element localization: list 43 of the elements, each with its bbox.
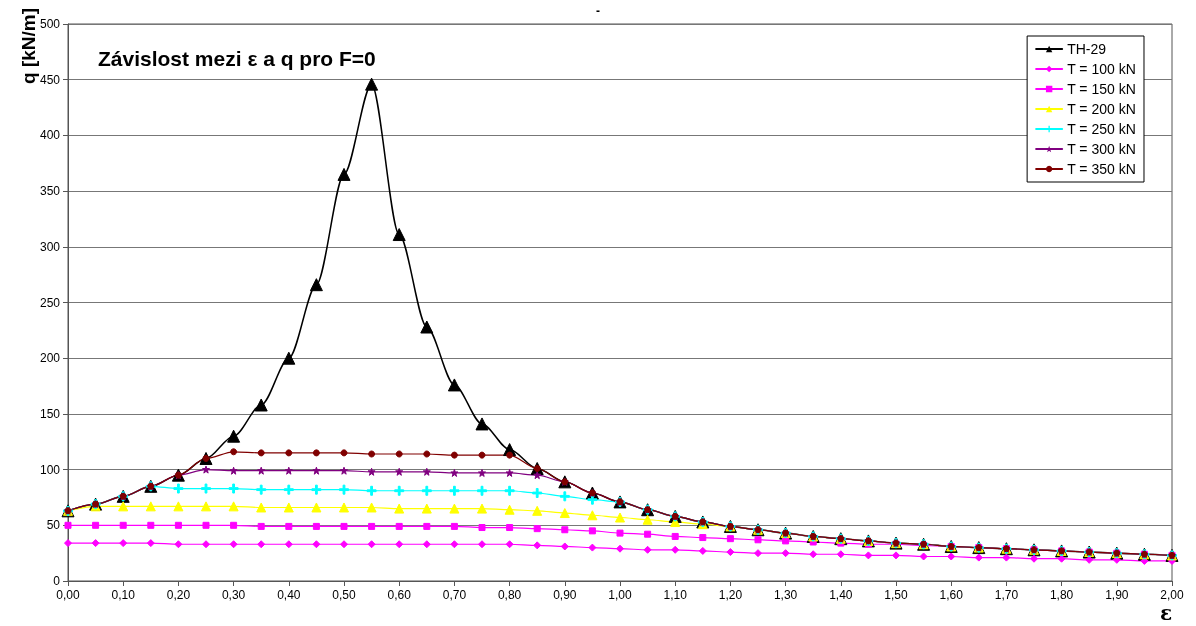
x-tick-label: 0,10 [111,588,136,602]
x-tick-label: 0,70 [442,588,467,602]
legend-label: T = 100 kN [1067,61,1136,77]
x-tick-label: 0,20 [166,588,191,602]
x-tick-label: 0,40 [277,588,301,602]
x-tick-label: 0,80 [497,588,522,602]
y-tick-label: 400 [39,128,61,143]
legend-label: TH-29 [1067,41,1107,57]
x-tick-label: 1,20 [718,588,743,602]
x-tick-label: 0,90 [553,588,577,602]
y-tick-label: 150 [39,406,61,421]
x-tick-label: 1,50 [884,588,908,602]
y-tick-label: 350 [39,184,61,199]
legend-label: T = 350 kN [1067,161,1136,177]
x-tick-label: 1,90 [1105,588,1129,602]
x-tick-label: 1,60 [939,588,964,602]
y-tick-label: 50 [46,518,61,533]
x-tick-label: 1,00 [608,588,632,602]
x-axis-title: ε [1160,601,1173,625]
legend-label: T = 250 kN [1067,121,1136,137]
legend-label: T = 300 kN [1067,141,1136,157]
x-tick-label: 1,30 [773,588,798,602]
x-tick-label: 0,60 [387,588,412,602]
x-tick-label: 0,50 [332,588,356,602]
x-tick-label: 1,80 [1049,588,1074,602]
x-tick-label: 0,00 [56,588,80,602]
y-tick-label: 250 [39,295,61,310]
x-tick-label: 1,70 [994,588,1019,602]
y-axis-title: q [kN/m] [17,8,39,84]
y-tick-label: 100 [39,462,61,477]
y-tick-label: 200 [39,351,61,366]
y-tick-label: 500 [39,17,61,31]
x-tick-label: 1,10 [663,588,688,602]
x-tick-label: 0,30 [221,588,246,602]
x-tick-label: 1,40 [829,588,853,602]
chart-subtitle: - [596,4,600,18]
text: Závislost mezi ε a q pro F=0 [98,47,376,70]
y-tick-label: 450 [39,72,61,87]
y-tick-label: 0 [53,574,61,588]
x-tick-label: 2,00 [1160,588,1184,602]
legend-label: T = 150 kN [1067,81,1136,97]
legend-label: T = 200 kN [1067,101,1136,117]
y-tick-label: 300 [39,239,61,254]
